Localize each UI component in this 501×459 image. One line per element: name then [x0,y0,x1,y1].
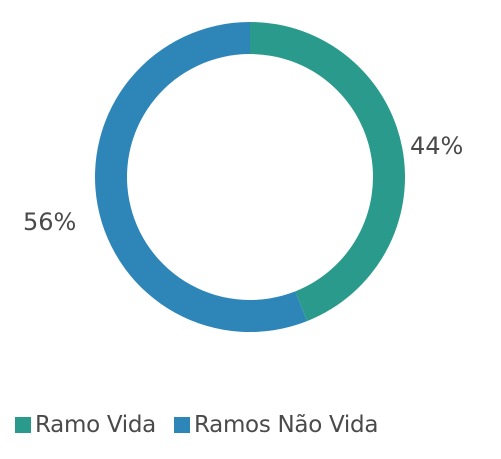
slice-ramo-vida[interactable] [250,22,406,322]
legend-label-ramos-nao-vida: Ramos Não Vida [193,412,379,438]
legend-item-ramos-nao-vida[interactable]: Ramos Não Vida [173,412,379,438]
legend-swatch-ramos-nao-vida [173,417,190,433]
legend-label-ramo-vida: Ramo Vida [35,412,156,438]
slice-ramos-nao-vida[interactable] [95,22,308,332]
legend-item-ramo-vida[interactable]: Ramo Vida [15,412,156,438]
slice-label-ramos-nao-vida: 56% [23,208,76,236]
slice-label-ramo-vida: 44% [410,132,463,160]
legend-swatch-ramo-vida [15,417,31,433]
donut-slices [95,22,406,332]
chart-legend: Ramo Vida Ramos Não Vida [15,412,378,438]
